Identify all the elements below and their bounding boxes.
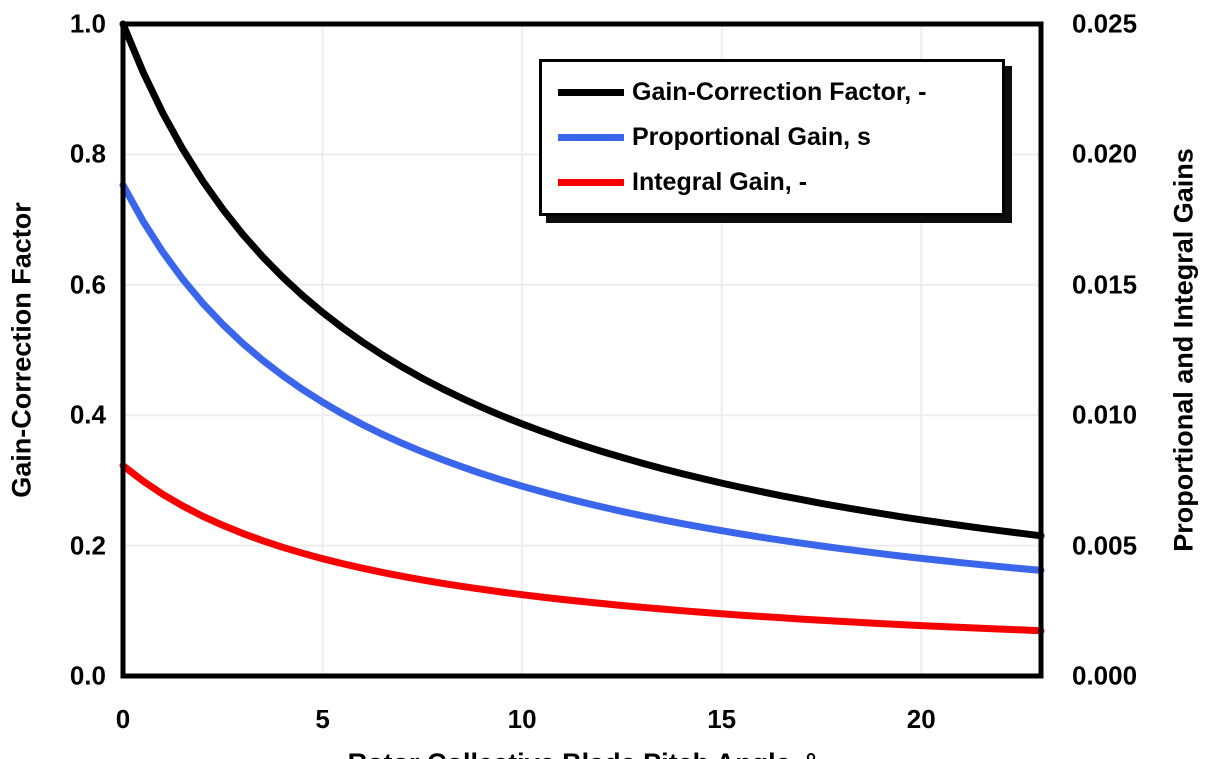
y-right-tick-label: 0.025 [1072,8,1138,39]
legend-item: Proportional Gain, s [542,123,1002,152]
proportional-gain-curve [119,181,1045,574]
y-left-tick-label: 0.0 [69,660,106,691]
x-tick-label: 0 [115,704,131,734]
y-right-tick-label: 0.020 [1072,138,1138,169]
y-left-tick-label: 0.6 [69,269,106,300]
legend-line-swatch [558,134,624,141]
legend-label: Gain-Correction Factor, - [632,78,927,106]
legend: Gain-Correction Factor, - Proportional Ga… [539,59,1005,216]
integral-gain-curve [119,462,1045,635]
y-axis-left-title: Gain-Correction Factor [6,202,37,498]
plot-border [120,21,1044,679]
gain-correction-curve [119,20,1045,540]
y-right-tick-label: 0.000 [1072,660,1138,691]
x-tick-label: 20 [906,704,936,734]
x-tick-label: 5 [315,704,330,734]
x-axis-title: Rotor Collective Blade Pitch Angle, ° [348,748,817,759]
legend-item: Integral Gain, - [542,168,1002,197]
legend-line-swatch [558,179,624,186]
y-right-tick-label: 0.015 [1072,269,1138,300]
y-right-tick-label: 0.010 [1072,399,1138,430]
x-tick-label: 10 [507,704,537,734]
y-left-tick-label: 0.8 [69,138,106,169]
legend-label: Proportional Gain, s [632,123,871,151]
legend-label: Integral Gain, - [632,168,808,196]
y-right-tick-label: 0.005 [1072,530,1138,561]
legend-line-swatch [558,89,624,96]
y-left-tick-label: 0.2 [69,530,106,561]
y-left-tick-label: 0.4 [69,399,106,430]
legend-item: Gain-Correction Factor, - [542,78,1002,107]
y-axis-right-title: Proportional and Integral Gains [1168,148,1199,552]
x-tick-label: 15 [707,704,737,734]
y-left-tick-label: 1.0 [69,8,106,39]
